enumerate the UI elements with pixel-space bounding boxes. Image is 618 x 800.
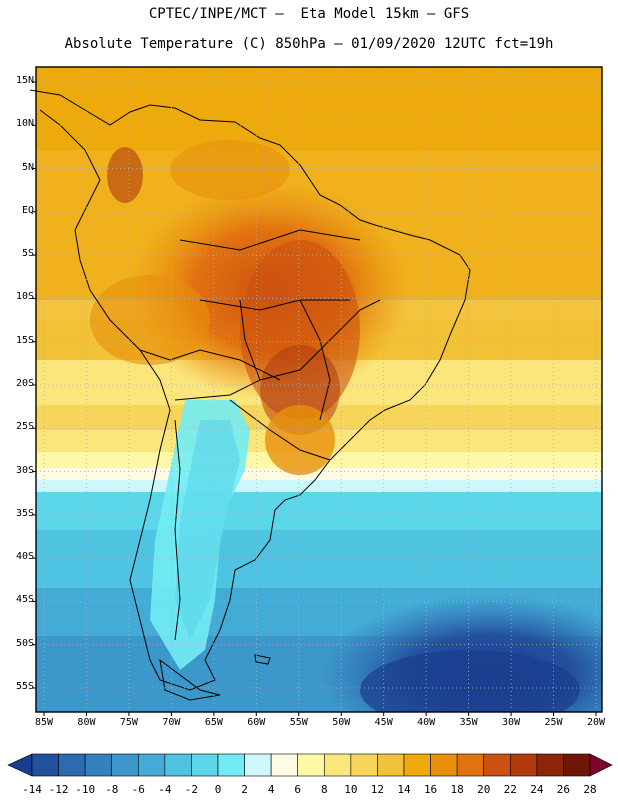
lat-label: 45S <box>15 594 34 606</box>
map-frame <box>35 66 603 713</box>
colorbar-label: 26 <box>556 783 571 796</box>
lat-label: 30S <box>15 464 34 476</box>
colorbar-label: -4 <box>158 783 172 796</box>
lat-label: 50S <box>15 637 34 649</box>
colorbar-label: -12 <box>48 783 69 796</box>
colorbar-label: -14 <box>22 783 42 796</box>
colorbar-swatch <box>536 753 564 777</box>
colorbar-label: 6 <box>294 783 302 796</box>
title-line-1: CPTEC/INPE/MCT – Eta Model 15km – GFS <box>148 6 470 22</box>
colorbar-label: 10 <box>344 783 358 796</box>
lat-label: 10N <box>15 118 34 130</box>
colorbar-swatch <box>137 753 166 777</box>
lat-label: 5S <box>21 248 34 260</box>
lat-label: 10S <box>15 291 34 303</box>
colorbar-swatch <box>84 753 113 777</box>
temperature-field <box>36 67 602 712</box>
lon-label: 40W <box>417 717 436 728</box>
lat-label: 20S <box>15 378 34 389</box>
colorbar-swatch <box>563 753 591 777</box>
colorbar-swatch <box>58 753 86 777</box>
colorbar-label: 0 <box>214 783 222 796</box>
lon-label: 65W <box>204 717 223 728</box>
colorbar-label: 2 <box>241 783 248 796</box>
lon-label: 45W <box>374 717 393 728</box>
colorbar-label: 8 <box>320 783 328 796</box>
lat-label: 15S <box>15 334 34 346</box>
colorbar-swatch <box>430 753 458 777</box>
colorbar-label: 18 <box>450 783 464 796</box>
lon-label: 80W <box>77 717 96 728</box>
lon-label: 35W <box>459 717 478 728</box>
lat-label: EQ <box>21 204 34 216</box>
lon-label: 20W <box>586 717 606 728</box>
colorbar-label: 16 <box>423 783 438 796</box>
lat-label: 55S <box>15 681 34 692</box>
lon-label: 50W <box>332 717 351 728</box>
colorbar-swatch <box>111 753 139 777</box>
colorbar-label: -8 <box>105 783 119 796</box>
colorbar-label: -2 <box>184 783 199 796</box>
colorbar-label: 20 <box>477 783 491 796</box>
colorbar-swatch <box>350 753 378 777</box>
colorbar-label: -6 <box>131 783 145 796</box>
colorbar-swatch <box>509 753 538 777</box>
colorbar-swatch <box>244 753 272 777</box>
lat-label: 35S <box>15 507 34 519</box>
lon-label: 70W <box>162 717 181 728</box>
colorbar-high-arrow <box>589 753 613 777</box>
colorbar-label: -10 <box>75 783 96 796</box>
colorbar-swatch <box>191 753 219 777</box>
lon-label: 85W <box>34 717 54 728</box>
colorbar-label: 22 <box>503 783 517 796</box>
colorbar-swatch <box>297 753 325 777</box>
lat-label: 40S <box>15 551 34 563</box>
colorbar-label: 12 <box>370 783 385 796</box>
coastlines <box>29 89 471 701</box>
lon-label: 30W <box>502 717 521 728</box>
colorbar-label: 24 <box>530 783 544 796</box>
colorbar-swatch <box>323 753 352 777</box>
lon-label: 60W <box>247 717 266 728</box>
colorbar-swatch <box>31 753 59 777</box>
colorbar-label: 4 <box>267 783 275 796</box>
colorbar-swatch <box>483 753 511 777</box>
colorbar-label: 14 <box>397 783 411 796</box>
colorbar-swatch <box>270 753 299 777</box>
colorbar-swatch <box>403 753 431 777</box>
colorbar-swatch <box>164 753 192 777</box>
colorbar-low-arrow <box>7 753 33 777</box>
colorbar-swatch <box>456 753 485 777</box>
colorbar-label: 28 <box>583 783 597 796</box>
colorbar-swatch <box>377 753 405 777</box>
axis-ticks <box>32 81 597 716</box>
colorbar <box>7 753 613 777</box>
lon-label: 75W <box>119 717 138 728</box>
lon-label: 25W <box>544 717 563 728</box>
title-line-2: Absolute Temperature (C) 850hPa – 01/09/… <box>64 36 554 52</box>
lat-label: 5N <box>21 161 34 173</box>
lon-label: 55W <box>289 717 308 728</box>
lat-label: 15N <box>15 75 34 86</box>
colorbar-swatch <box>217 753 245 777</box>
lat-label: 25S <box>15 421 34 433</box>
